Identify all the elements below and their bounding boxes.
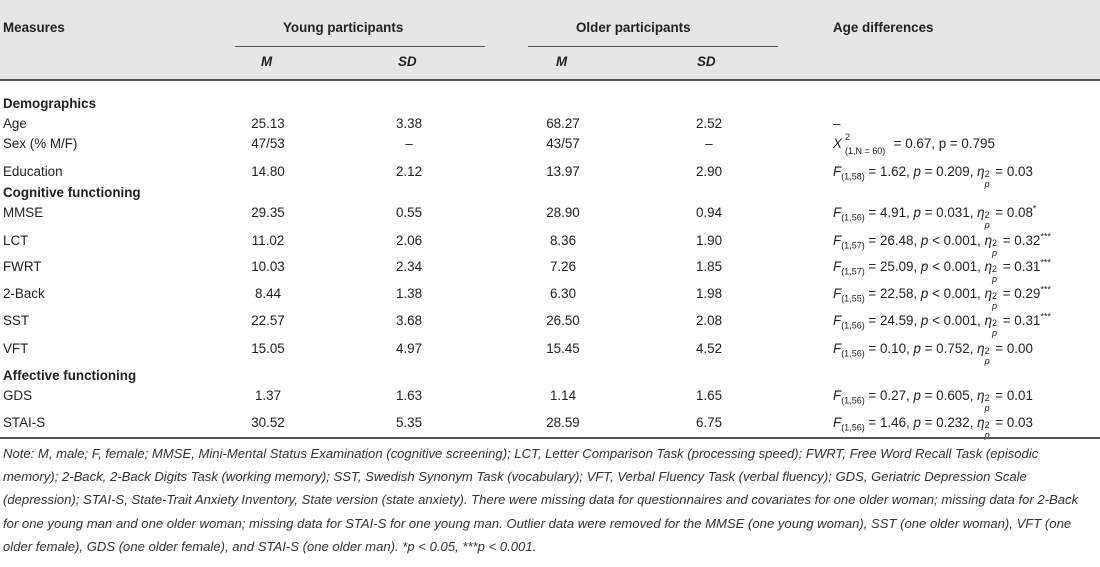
older-mean: 15.45 <box>546 341 580 356</box>
header-older-m: M <box>556 54 568 69</box>
older-mean: 26.50 <box>546 313 580 328</box>
young-mean: 10.03 <box>251 259 285 274</box>
row-label: Age <box>3 116 27 131</box>
bottom-rule <box>0 437 1100 439</box>
row-label: STAI-S <box>3 415 46 430</box>
table-row: Education 14.80 2.12 13.97 2.90 F(1,58) … <box>0 162 1100 189</box>
row-label: 2-Back <box>3 286 45 301</box>
table-header: Measures Young participants Older partic… <box>0 9 1100 79</box>
row-label: FWRT <box>3 259 42 274</box>
row-label: SST <box>3 313 30 328</box>
older-sd: 1.90 <box>695 233 723 248</box>
older-mean: 43/57 <box>546 136 580 151</box>
older-sd: 4.52 <box>695 341 723 356</box>
header-age-differences: Age differences <box>833 20 934 35</box>
header-rule <box>0 79 1100 81</box>
section-label: Affective functioning <box>3 368 137 383</box>
older-sd: 1.85 <box>695 259 723 274</box>
older-mean: 1.14 <box>549 388 577 403</box>
young-sd: 1.63 <box>395 388 423 403</box>
older-mean: 28.90 <box>546 205 580 220</box>
young-sd: 5.35 <box>395 415 423 430</box>
older-mean: 7.26 <box>549 259 577 274</box>
young-mean: 11.02 <box>251 233 285 248</box>
older-mean: 8.36 <box>549 233 577 248</box>
young-sd: 4.97 <box>395 341 423 356</box>
young-mean: 14.80 <box>251 164 285 179</box>
young-mean: 25.13 <box>251 116 285 131</box>
table-row: FWRT 10.03 2.34 7.26 1.85 F(1,57) = 25.0… <box>0 257 1100 284</box>
header-older: Older participants <box>576 20 691 35</box>
young-sd: 3.68 <box>395 313 423 328</box>
age-difference: X 2 (1,N = 60) = 0.67, p = 0.795 <box>833 132 995 156</box>
young-mean: 1.37 <box>254 388 282 403</box>
table-row: Age 25.13 3.38 68.27 2.52 – <box>0 114 1100 134</box>
row-label: LCT <box>3 233 29 248</box>
table-row: SST 22.57 3.68 26.50 2.08 F(1,56) = 24.5… <box>0 311 1100 338</box>
young-sd: 2.06 <box>395 233 423 248</box>
older-sd: 1.98 <box>695 286 723 301</box>
table-row: MMSE 29.35 0.55 28.90 0.94 F(1,56) = 4.9… <box>0 203 1100 230</box>
older-mean: 6.30 <box>549 286 577 301</box>
header-measures: Measures <box>3 20 65 35</box>
older-group-rule <box>528 46 778 47</box>
young-sd: 0.55 <box>395 205 423 220</box>
section-label: Demographics <box>3 96 97 111</box>
section-affective: Affective functioning <box>0 366 1100 386</box>
young-sd: 1.38 <box>395 286 423 301</box>
table-row: GDS 1.37 1.63 1.14 1.65 F(1,56) = 0.27, … <box>0 386 1100 413</box>
table-row: VFT 15.05 4.97 15.45 4.52 F(1,56) = 0.10… <box>0 339 1100 366</box>
table-row: 2-Back 8.44 1.38 6.30 1.98 F(1,55) = 22.… <box>0 284 1100 311</box>
older-sd: 2.52 <box>695 116 723 131</box>
older-mean: 13.97 <box>546 164 580 179</box>
older-sd: 0.94 <box>695 205 723 220</box>
table-row: Sex (% M/F) 47/53 – 43/57 – X 2 (1,N = 60)… <box>0 132 1100 156</box>
table-row: STAI-S 30.52 5.35 28.59 6.75 F(1,56) = 1… <box>0 413 1100 440</box>
header-young-m: M <box>261 54 273 69</box>
row-label: Education <box>3 164 63 179</box>
row-label: VFT <box>3 341 29 356</box>
row-label: GDS <box>3 388 33 403</box>
section-demographics: Demographics <box>0 94 1100 114</box>
table-row: LCT 11.02 2.06 8.36 1.90 F(1,57) = 26.48… <box>0 231 1100 258</box>
header-young-sd: SD <box>398 54 417 69</box>
section-cognitive: Cognitive functioning <box>0 183 1100 203</box>
young-group-rule <box>235 46 485 47</box>
older-mean: 28.59 <box>546 415 580 430</box>
header-young: Young participants <box>283 20 404 35</box>
young-mean: 30.52 <box>251 415 285 430</box>
young-mean: 8.44 <box>254 286 282 301</box>
young-mean: 47/53 <box>251 136 285 151</box>
older-sd: 1.65 <box>695 388 723 403</box>
older-sd: 2.08 <box>695 313 723 328</box>
table-note: Note: M, male; F, female; MMSE, Mini-Men… <box>3 446 1079 554</box>
header-older-sd: SD <box>697 54 716 69</box>
row-label: MMSE <box>3 205 44 220</box>
row-label: Sex (% M/F) <box>3 136 78 151</box>
older-mean: 68.27 <box>546 116 580 131</box>
young-sd: 2.12 <box>395 164 423 179</box>
young-sd: – <box>405 136 413 151</box>
older-sd: 2.90 <box>695 164 723 179</box>
top-bar <box>0 0 1100 9</box>
section-label: Cognitive functioning <box>3 185 141 200</box>
older-sd: – <box>705 136 713 151</box>
young-sd: 2.34 <box>395 259 423 274</box>
older-sd: 6.75 <box>695 415 723 430</box>
age-difference: – <box>833 116 841 131</box>
young-mean: 22.57 <box>251 313 285 328</box>
young-mean: 15.05 <box>251 341 285 356</box>
young-mean: 29.35 <box>251 205 285 220</box>
young-sd: 3.38 <box>395 116 423 131</box>
